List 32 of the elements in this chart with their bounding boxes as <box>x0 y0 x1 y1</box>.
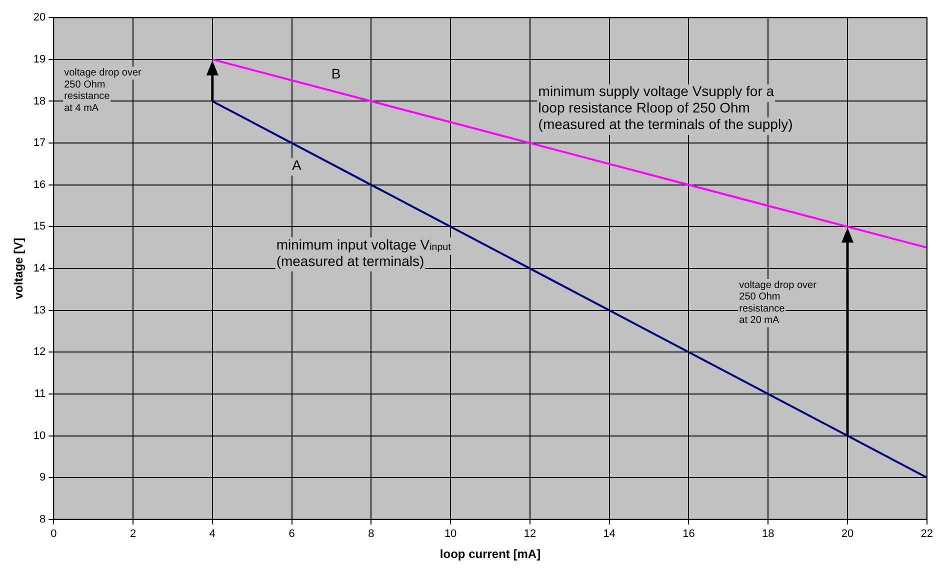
y-tick-label: 18 <box>33 95 46 108</box>
y-tick-label: 19 <box>33 53 46 66</box>
y-tick-label: 13 <box>33 304 46 316</box>
x-tick-label: 2 <box>130 528 136 540</box>
y-tick-label: 15 <box>33 220 46 233</box>
x-tick-label: 10 <box>444 528 457 540</box>
x-tick-label: 22 <box>920 528 934 540</box>
y-tick-label: 11 <box>34 388 46 400</box>
y-tick-label: 14 <box>33 262 46 275</box>
y-tick-label: 8 <box>40 513 46 526</box>
x-tick-label: 4 <box>209 528 216 540</box>
y-tick-label: 10 <box>33 430 46 442</box>
y-tick-label: 9 <box>40 472 46 484</box>
x-tick-label: 14 <box>603 528 616 540</box>
x-tick-label: 8 <box>368 528 374 540</box>
annotation: voltage drop over 250 Ohm resistance at 20 mA <box>739 280 818 326</box>
x-axis-title: loop current [mA] <box>440 547 541 562</box>
y-tick-label: 12 <box>33 346 46 358</box>
annotation: B <box>331 66 341 82</box>
y-axis-title: voltage [V] <box>12 238 26 300</box>
x-tick-label: 0 <box>50 528 57 540</box>
x-tick-label: 16 <box>682 528 695 540</box>
x-tick-label: 18 <box>762 528 774 540</box>
x-tick-label: 20 <box>841 528 854 540</box>
annotation: minimum supply voltage Vsupply for a loop resistance Rloop of 250 Ohm (measured at the terminals of the supply) <box>538 83 793 132</box>
y-tick-label: 16 <box>33 178 46 191</box>
y-tick-label: 17 <box>33 137 46 150</box>
y-tick-label: 20 <box>33 12 46 24</box>
x-tick-label: 12 <box>524 528 536 540</box>
annotation: voltage drop over 250 Ohm resistance at 4 mA <box>64 68 142 114</box>
annotation: A <box>292 156 302 173</box>
x-tick-label: 6 <box>288 528 295 540</box>
